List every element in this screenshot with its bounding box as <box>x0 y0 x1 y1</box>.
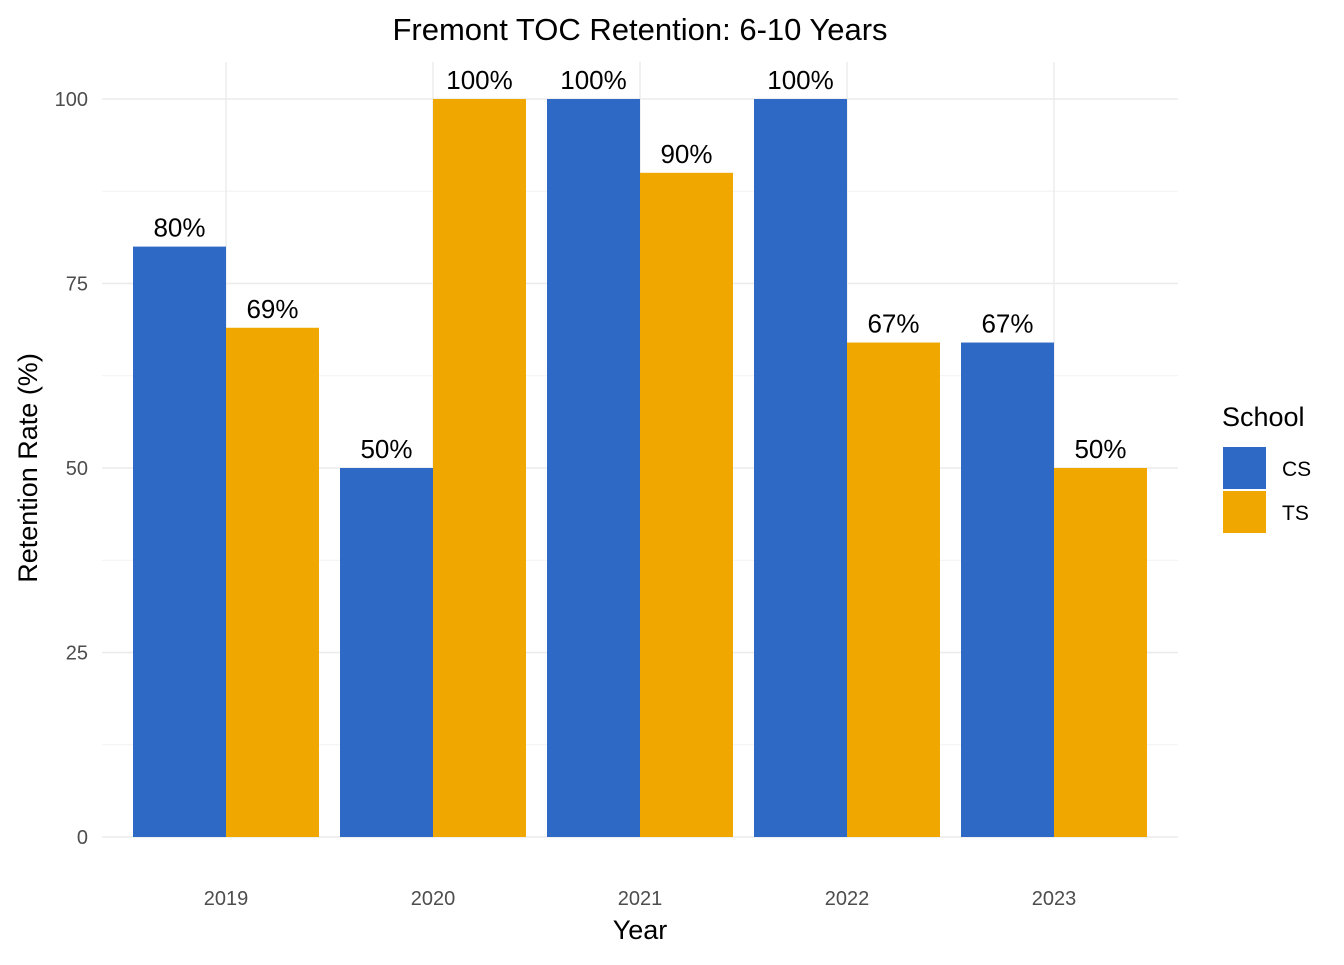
bar-cs-2019 <box>133 246 226 838</box>
bar-ts-2022 <box>847 342 940 837</box>
x-tick-label: 2019 <box>204 888 249 910</box>
chart-title: Fremont TOC Retention: 6-10 Years <box>392 12 887 47</box>
y-tick-label: 100 <box>55 89 88 111</box>
y-tick-label: 25 <box>66 643 88 665</box>
bar-ts-2023 <box>1054 468 1147 837</box>
x-tick-label: 2023 <box>1032 888 1077 910</box>
x-tick-label: 2021 <box>618 888 663 910</box>
legend-title: School <box>1222 402 1305 432</box>
legend-swatch-ts <box>1223 491 1266 533</box>
legend-swatch-cs <box>1223 447 1266 489</box>
y-tick-label: 50 <box>66 458 88 480</box>
bar-cs-2022 <box>754 99 847 837</box>
bar-cs-2023 <box>961 342 1054 837</box>
x-tick-label: 2022 <box>825 888 870 910</box>
data-label: 100% <box>446 65 513 95</box>
bar-cs-2021 <box>547 99 640 837</box>
data-label: 50% <box>360 434 412 464</box>
y-axis-title: Retention Rate (%) <box>13 353 43 583</box>
data-label: 80% <box>153 213 205 243</box>
legend: School CS TS <box>1222 402 1311 533</box>
legend-label-ts: TS <box>1282 502 1309 525</box>
data-label: 100% <box>560 65 627 95</box>
y-tick-label: 75 <box>66 274 88 296</box>
data-label: 67% <box>981 309 1033 339</box>
data-label: 67% <box>867 309 919 339</box>
x-tick-label: 2020 <box>411 888 456 910</box>
data-label: 90% <box>660 139 712 169</box>
data-labels: 80% 50% 100% 100% 67% 69% 100% 90% 67% 50% <box>153 65 1126 464</box>
y-tick-label: 0 <box>77 827 88 849</box>
legend-label-cs: CS <box>1282 458 1311 481</box>
axes: 0 25 50 75 100 2019 2020 2021 2022 2023 <box>55 89 1077 910</box>
bars <box>133 99 1147 838</box>
legend-items: CS TS <box>1223 447 1311 533</box>
bar-ts-2020 <box>433 99 526 837</box>
data-label: 50% <box>1074 434 1126 464</box>
x-axis-title: Year <box>613 915 668 945</box>
bar-ts-2021 <box>640 172 733 838</box>
bar-cs-2020 <box>340 468 433 837</box>
bar-ts-2019 <box>226 327 319 837</box>
data-label: 69% <box>246 294 298 324</box>
data-label: 100% <box>767 65 834 95</box>
